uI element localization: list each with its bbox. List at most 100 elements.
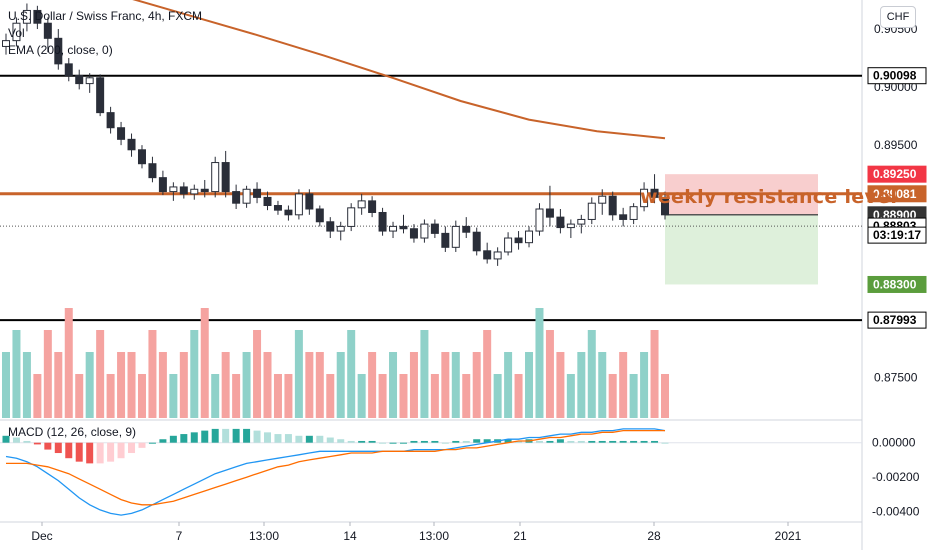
price-tick-3: 0.87500 (874, 370, 918, 384)
macd-histogram-bar-18 (190, 432, 198, 443)
macd-histogram-bar-36 (379, 442, 387, 444)
macd-histogram-bar-58 (609, 440, 617, 443)
candle-40 (420, 219, 429, 243)
volume-bar-47 (493, 374, 502, 418)
currency-button[interactable]: CHF (880, 6, 916, 28)
volume-bar-62 (650, 330, 659, 418)
candle-35 (368, 196, 377, 218)
volume-bar-57 (598, 352, 607, 418)
volume-bar-35 (368, 352, 377, 418)
volume-bar-52 (545, 330, 554, 418)
candle-9 (96, 74, 105, 117)
volume-bar-49 (514, 374, 523, 418)
macd-histogram-bar-57 (598, 440, 606, 443)
macd-histogram-bar-30 (316, 435, 324, 443)
volume-bar-29 (305, 352, 314, 418)
candle-34 (357, 193, 366, 215)
macd-histogram-bar-32 (337, 439, 345, 443)
macd-histogram-bar-15 (159, 439, 167, 443)
volume-bar-51 (535, 308, 544, 418)
macd-histogram-bar-55 (577, 440, 585, 443)
candle-51 (535, 203, 544, 236)
volume-bar-19 (200, 308, 209, 418)
macd-histogram-bar-46 (483, 439, 491, 443)
volume-legend[interactable]: Vol (8, 26, 25, 40)
volume-bar-24 (253, 330, 262, 418)
macd-histogram-bar-51 (535, 440, 543, 443)
x-tick-4: 13:00 (419, 529, 449, 543)
candle-27 (284, 205, 293, 221)
macd-histogram-bar-35 (368, 440, 376, 443)
svg-text:0.87993: 0.87993 (873, 313, 917, 327)
candle-58 (608, 191, 617, 221)
volume-bar-5 (54, 352, 63, 418)
candle-16 (169, 182, 178, 201)
macd-histogram-bar-27 (284, 434, 292, 443)
macd-histogram-bar-43 (452, 440, 460, 443)
macd-histogram-bar-0 (2, 435, 10, 443)
candle-25 (263, 191, 272, 211)
macd-histogram-bar-26 (274, 434, 282, 443)
candle-0 (2, 33, 10, 55)
candle-29 (305, 189, 314, 215)
volume-bar-53 (556, 352, 565, 418)
candle-22 (232, 184, 241, 209)
price-label-5: 03:19:17 (867, 226, 927, 244)
macd-histogram-bar-45 (473, 439, 481, 443)
candle-5 (54, 29, 63, 70)
candle-21 (221, 150, 230, 198)
candle-18 (190, 184, 199, 200)
candle-31 (326, 217, 335, 239)
macd-line (5, 428, 666, 516)
macd-histogram-bar-59 (619, 440, 627, 443)
volume-bar-37 (389, 352, 398, 418)
volume-bar-40 (420, 330, 429, 418)
candle-14 (148, 156, 157, 183)
volume-bar-1 (12, 330, 21, 418)
ema-legend[interactable]: EMA (200, close, 0) (8, 43, 113, 57)
macd-histogram-bar-61 (640, 440, 648, 443)
x-tick-6: 28 (647, 529, 661, 543)
volume-bar-32 (336, 352, 345, 418)
price-label-1: 0.89250 (867, 165, 927, 183)
macd-histogram-bar-48 (504, 439, 512, 443)
macd-histogram-bar-38 (399, 442, 407, 444)
resistance-annotation: weekly resistance level (640, 186, 898, 208)
volume-bar-0 (2, 352, 10, 418)
x-tick-2: 13:00 (249, 529, 279, 543)
volume-bar-50 (525, 352, 534, 418)
candle-17 (179, 182, 188, 199)
macd-histogram-bar-53 (556, 439, 564, 443)
symbol-title[interactable]: U.S. Dollar / Swiss Franc, 4h, FXCM (8, 9, 203, 23)
volume-bar-30 (315, 352, 324, 418)
macd-histogram-bar-42 (441, 442, 449, 444)
candle-55 (577, 214, 586, 234)
candle-30 (315, 205, 324, 227)
macd-histogram-bar-19 (201, 430, 209, 443)
macd-histogram-bar-63 (661, 442, 669, 444)
volume-bar-17 (179, 352, 188, 418)
candle-8 (85, 73, 94, 93)
volume-bar-45 (472, 352, 481, 418)
candle-20 (211, 156, 220, 198)
candle-32 (336, 221, 345, 241)
volume-bar-58 (608, 374, 617, 418)
volume-bar-15 (158, 352, 167, 418)
macd-histogram-bar-25 (264, 432, 272, 443)
volume-bar-28 (294, 330, 303, 418)
volume-bar-27 (284, 374, 293, 418)
volume-bar-6 (64, 308, 73, 418)
macd-histogram-bar-60 (630, 440, 638, 443)
macd-histogram-bar-13 (138, 442, 146, 448)
svg-text:0.89081: 0.89081 (873, 187, 917, 201)
volume-bar-4 (43, 330, 52, 418)
candle-19 (200, 179, 209, 198)
macd-histogram-bar-2 (23, 440, 31, 443)
price-label-7: 0.87993 (867, 311, 927, 329)
volume-bar-18 (190, 330, 199, 418)
macd-histogram-bar-33 (347, 440, 355, 443)
volume-bar-21 (221, 352, 230, 418)
macd-legend[interactable]: MACD (12, 26, close, 9) (8, 425, 137, 439)
volume-bar-41 (430, 374, 439, 418)
